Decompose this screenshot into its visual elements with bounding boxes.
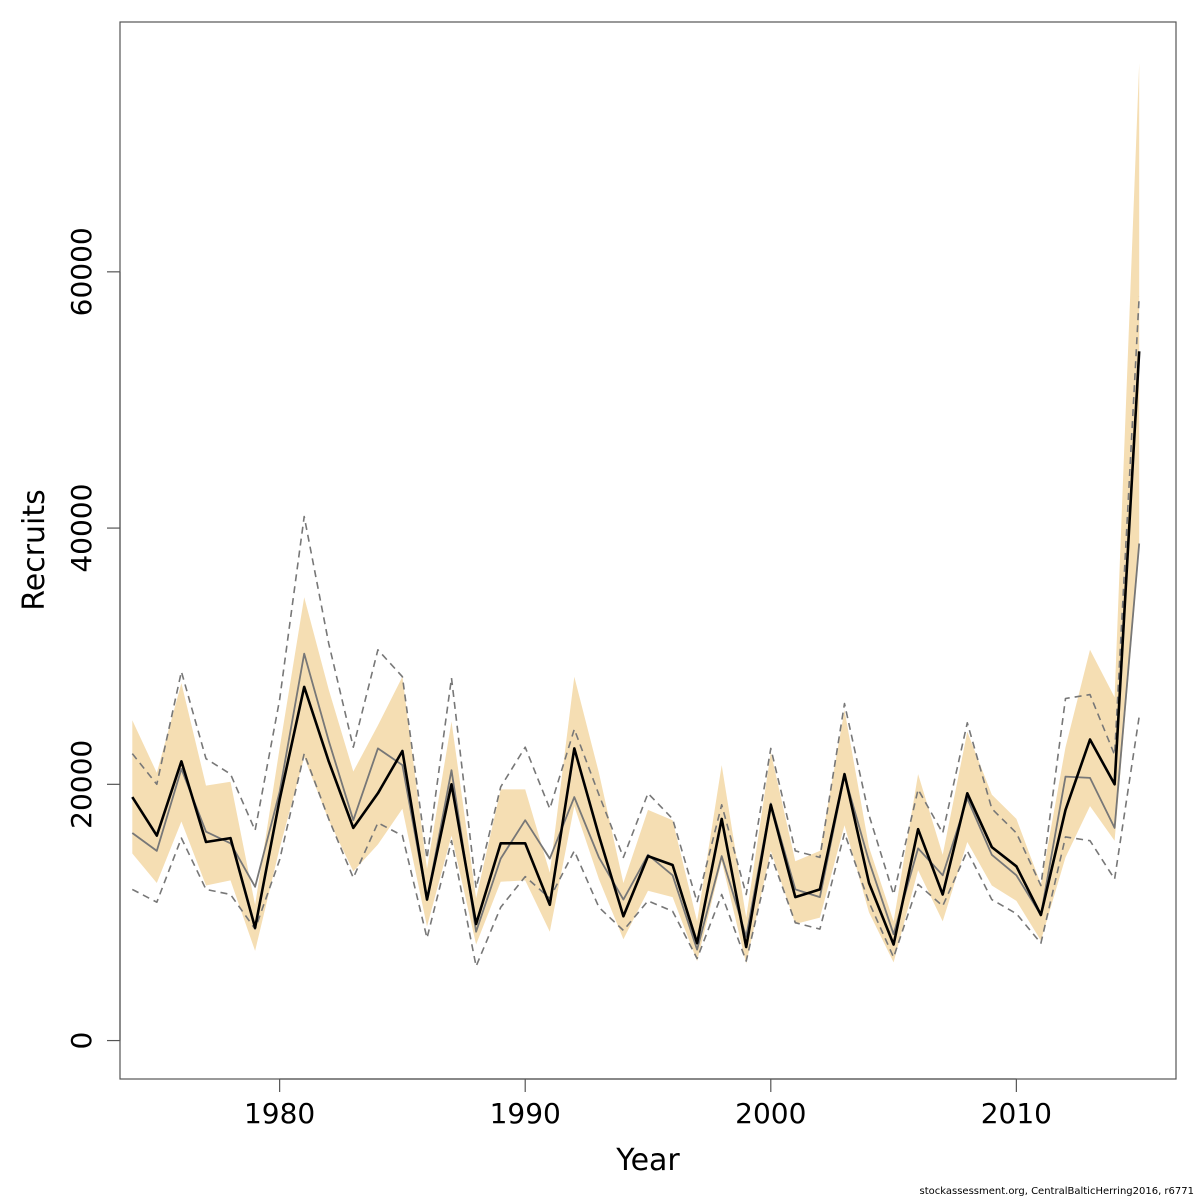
confidence-band xyxy=(132,63,1140,964)
estimate-series-line xyxy=(131,351,1141,949)
plot-frame xyxy=(119,21,1177,1080)
x-axis: 1980 1990 2000 2010 xyxy=(244,1078,1052,1130)
y-tick-label: 60000 xyxy=(65,227,98,316)
x-tick-label: 2000 xyxy=(735,1097,806,1130)
x-tick-label: 1990 xyxy=(490,1097,561,1130)
comparison-series-line xyxy=(131,543,1141,951)
y-axis-title: Recruits xyxy=(17,489,52,611)
y-tick-label: 40000 xyxy=(65,484,98,573)
source-footnote: stockassessment.org, CentralBalticHerrin… xyxy=(919,1186,1195,1197)
x-axis-title: Year xyxy=(615,1143,680,1178)
x-tick-label: 1980 xyxy=(244,1097,315,1130)
y-tick-label: 20000 xyxy=(65,740,98,829)
confidence-band-layer xyxy=(132,63,1140,964)
series-layer xyxy=(131,296,1141,968)
y-axis: 0 20000 40000 60000 xyxy=(65,227,121,1050)
lower-dashed-series-line xyxy=(131,716,1140,968)
x-tick-label: 2010 xyxy=(981,1097,1052,1130)
y-tick-label: 0 xyxy=(65,1032,98,1050)
